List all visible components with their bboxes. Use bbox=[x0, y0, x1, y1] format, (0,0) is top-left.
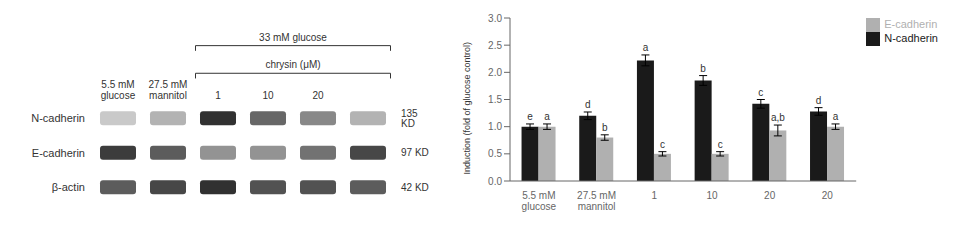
svg-text:2.5: 2.5 bbox=[488, 40, 502, 51]
svg-text:d: d bbox=[816, 95, 822, 106]
svg-text:5.5 mMglucose: 5.5 mMglucose bbox=[522, 190, 557, 212]
svg-text:a: a bbox=[643, 42, 649, 53]
svg-text:c: c bbox=[660, 139, 665, 150]
svg-text:chrysin (μM): chrysin (μM) bbox=[265, 59, 320, 70]
svg-text:b: b bbox=[700, 63, 706, 74]
svg-text:0.5: 0.5 bbox=[488, 148, 502, 159]
svg-text:β-actin: β-actin bbox=[52, 181, 85, 193]
svg-text:27.5 mMmannitol: 27.5 mMmannitol bbox=[577, 190, 616, 212]
svg-text:27.5 mMmannitol: 27.5 mMmannitol bbox=[149, 79, 188, 101]
svg-text:20: 20 bbox=[822, 190, 834, 201]
svg-text:0.0: 0.0 bbox=[488, 176, 502, 187]
svg-text:1: 1 bbox=[215, 90, 221, 101]
svg-text:97 KD: 97 KD bbox=[401, 147, 429, 158]
svg-text:42 KD: 42 KD bbox=[401, 182, 429, 193]
svg-text:20: 20 bbox=[312, 90, 324, 101]
svg-text:d: d bbox=[585, 99, 591, 110]
svg-text:N-cadherin: N-cadherin bbox=[31, 112, 85, 124]
svg-text:e: e bbox=[527, 111, 533, 122]
svg-text:10: 10 bbox=[262, 90, 274, 101]
svg-text:33 mM glucose: 33 mM glucose bbox=[259, 32, 327, 43]
svg-text:c: c bbox=[758, 87, 763, 98]
svg-text:b: b bbox=[602, 122, 608, 133]
svg-text:10: 10 bbox=[706, 190, 718, 201]
svg-text:a: a bbox=[833, 111, 839, 122]
svg-text:Induction (fold of glucose con: Induction (fold of glucose control) bbox=[462, 42, 472, 175]
svg-text:1.5: 1.5 bbox=[488, 94, 502, 105]
svg-text:a,b: a,b bbox=[771, 112, 785, 123]
svg-text:1.0: 1.0 bbox=[488, 121, 502, 132]
svg-text:E-cadherin: E-cadherin bbox=[32, 147, 85, 159]
svg-text:20: 20 bbox=[764, 190, 776, 201]
html-text:N-cadherin: N-cadherin bbox=[884, 32, 938, 45]
html-text:E-cadherin: E-cadherin bbox=[884, 18, 938, 30]
svg-text:1: 1 bbox=[651, 190, 657, 201]
svg-text:3.0: 3.0 bbox=[488, 13, 502, 24]
svg-text:135KD: 135KD bbox=[401, 108, 418, 129]
svg-text:2.0: 2.0 bbox=[488, 67, 502, 78]
svg-text:c: c bbox=[718, 139, 723, 150]
svg-text:5.5 mMglucose: 5.5 mMglucose bbox=[101, 79, 136, 101]
svg-text:a: a bbox=[544, 111, 550, 122]
